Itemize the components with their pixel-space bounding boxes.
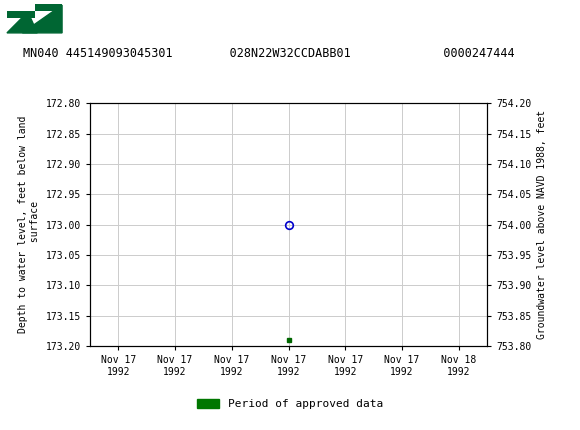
Bar	[7, 3, 62, 33]
Polygon shape	[23, 5, 62, 33]
Y-axis label: Depth to water level, feet below land
 surface: Depth to water level, feet below land su…	[19, 116, 40, 333]
Text: USGS: USGS	[72, 9, 128, 27]
Bar	[7, 11, 35, 18]
Polygon shape	[7, 12, 37, 33]
Legend: Period of approved data: Period of approved data	[193, 395, 387, 414]
Bar	[35, 4, 62, 11]
Text: MN040 445149093045301        028N22W32CCDABB01             0000247444: MN040 445149093045301 028N22W32CCDABB01 …	[23, 46, 515, 60]
Y-axis label: Groundwater level above NAVD 1988, feet: Groundwater level above NAVD 1988, feet	[537, 110, 547, 339]
